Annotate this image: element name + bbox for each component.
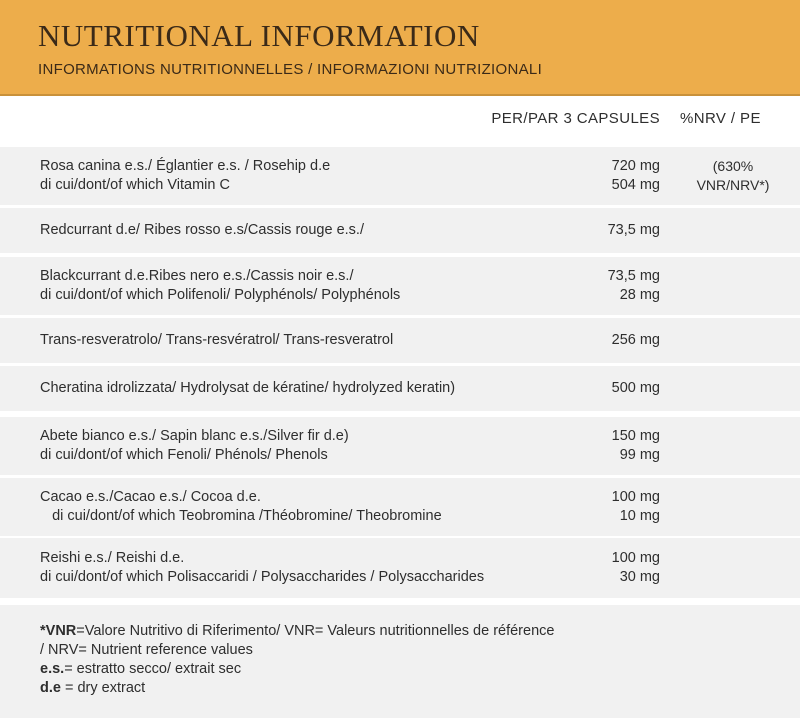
table-row: Trans-resveratrolo/ Trans-resvératrol/ T… [0, 318, 800, 363]
footnote-text: = estratto secco/ extrait sec [64, 661, 242, 677]
footnote: d.e = dry extract [40, 680, 145, 696]
footnote-term: d.e [40, 680, 61, 696]
footnote-term: e.s. [40, 661, 65, 677]
ingredient: di cui/dont/of which Teobromina /Théobro… [40, 508, 442, 524]
ingredient: di cui/dont/of which Polisaccaridi / Pol… [40, 569, 485, 585]
ingredient: Blackcurrant d.e.Ribes nero e.s./Cassis … [40, 268, 354, 284]
ingredient: Abete bianco e.s./ Sapin blanc e.s./Silv… [40, 428, 349, 444]
amount: 100 mg [611, 550, 660, 566]
amount: 30 mg [619, 569, 660, 585]
title: NUTRITIONAL INFORMATION [38, 18, 480, 53]
subtitle: INFORMATIONS NUTRITIONNELLES / INFORMAZI… [38, 61, 543, 78]
amount: 504 mg [611, 177, 660, 193]
amount: 150 mg [611, 428, 660, 444]
amount: 28 mg [619, 287, 660, 303]
column-header: PER/PAR 3 CAPSULES [491, 110, 660, 127]
amount: 720 mg [611, 158, 660, 174]
footnote-text: / NRV= Nutrient reference values [40, 642, 253, 658]
amount: 99 mg [619, 447, 660, 463]
ingredient: Cheratina idrolizzata/ Hydrolysat de kér… [40, 380, 456, 396]
header: NUTRITIONAL INFORMATION INFORMATIONS NUT… [0, 0, 800, 96]
footnote: e.s.= estratto secco/ extrait sec [40, 661, 241, 677]
footnote: *VNR=Valore Nutritivo di Riferimento/ VN… [40, 623, 554, 639]
nrv: (630% [712, 158, 754, 174]
column-header: %NRV / PE [680, 110, 761, 127]
ingredient: di cui/dont/of which Vitamin C [40, 177, 230, 193]
ingredient: di cui/dont/of which Polifenoli/ Polyphé… [40, 287, 401, 303]
footnote-text: = dry extract [60, 680, 146, 696]
amount: 73,5 mg [607, 268, 660, 284]
amount: 73,5 mg [607, 222, 660, 238]
footer: *VNR=Valore Nutritivo di Riferimento/ VN… [0, 605, 800, 718]
nrv: VNR/NRV*) [696, 177, 770, 193]
table-row: Rosa canina e.s./ Églantier e.s. / Roseh… [0, 147, 800, 205]
footnote: / NRV= Nutrient reference values [40, 642, 253, 658]
amount: 10 mg [619, 508, 660, 524]
footnote-text: =Valore Nutritivo di Riferimento/ VNR= V… [76, 623, 555, 639]
table-row: Blackcurrant d.e.Ribes nero e.s./Cassis … [0, 257, 800, 315]
ingredient: Rosa canina e.s./ Églantier e.s. / Roseh… [40, 158, 331, 174]
ingredient: Cacao e.s./Cacao e.s./ Cocoa d.e. [40, 489, 261, 505]
ingredient: Trans-resveratrolo/ Trans-resvératrol/ T… [40, 332, 394, 348]
amount: 500 mg [611, 380, 660, 396]
ingredient: Reishi e.s./ Reishi d.e. [40, 550, 185, 566]
ingredient: Redcurrant d.e/ Ribes rosso e.s/Cassis r… [40, 222, 364, 238]
ingredient: di cui/dont/of which Fenoli/ Phénols/ Ph… [40, 447, 328, 463]
amount: 100 mg [611, 489, 660, 505]
table-row: Reishi e.s./ Reishi d.e. di cui/dont/of w… [0, 538, 800, 598]
table-row: Cacao e.s./Cacao e.s./ Cocoa d.e. di cui… [0, 478, 800, 536]
amount: 256 mg [611, 332, 660, 348]
table-row: Cheratina idrolizzata/ Hydrolysat de kér… [0, 366, 800, 411]
table-row: Abete bianco e.s./ Sapin blanc e.s./Silv… [0, 417, 800, 475]
table-row: Redcurrant d.e/ Ribes rosso e.s/Cassis r… [0, 208, 800, 253]
footnote-term: *VNR [40, 623, 77, 639]
